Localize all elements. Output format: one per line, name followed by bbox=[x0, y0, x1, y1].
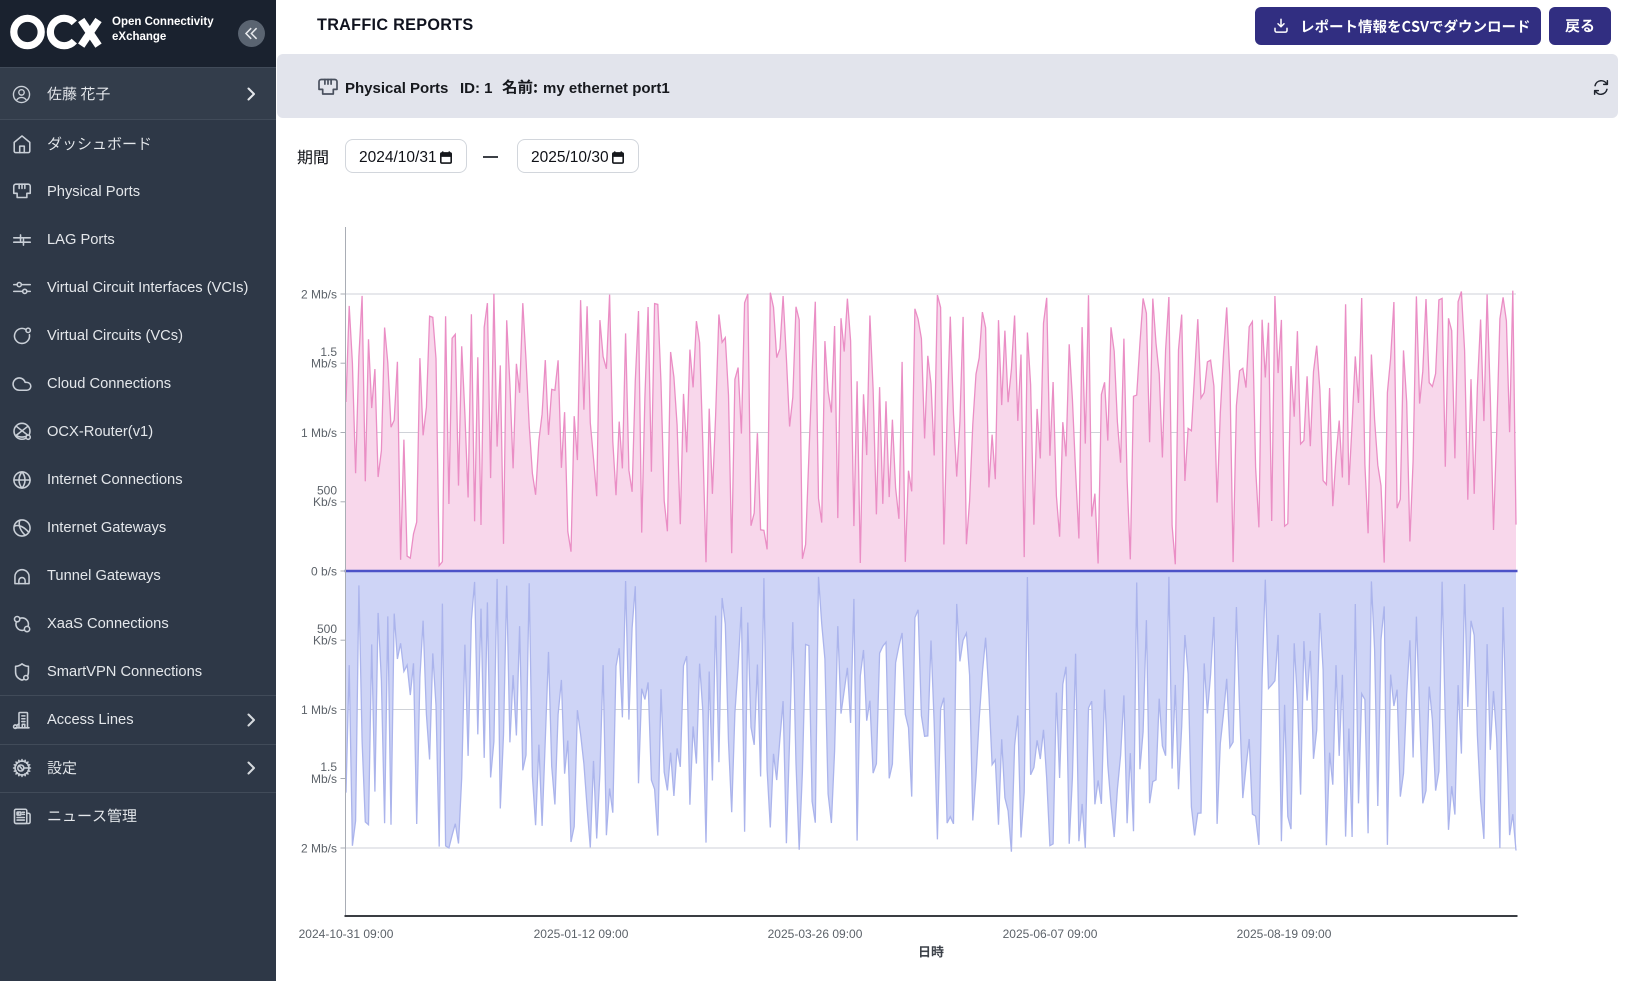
svg-text:Kb/s: Kb/s bbox=[313, 634, 337, 648]
svg-text:0 b/s: 0 b/s bbox=[311, 564, 337, 578]
svg-text:2 Mb/s: 2 Mb/s bbox=[301, 841, 337, 855]
svg-text:Mb/s: Mb/s bbox=[311, 772, 337, 786]
svg-text:Mb/s: Mb/s bbox=[311, 357, 337, 371]
svg-text:2 Mb/s: 2 Mb/s bbox=[301, 287, 337, 301]
svg-text:2025-06-07 09:00: 2025-06-07 09:00 bbox=[1003, 927, 1098, 941]
svg-text:500: 500 bbox=[317, 622, 337, 636]
svg-text:1 Mb/s: 1 Mb/s bbox=[301, 426, 337, 440]
svg-text:1.5: 1.5 bbox=[320, 345, 337, 359]
svg-text:500: 500 bbox=[317, 483, 337, 497]
svg-text:2025-01-12 09:00: 2025-01-12 09:00 bbox=[534, 927, 629, 941]
svg-text:1 Mb/s: 1 Mb/s bbox=[301, 703, 337, 717]
svg-text:1.5: 1.5 bbox=[320, 760, 337, 774]
svg-text:2025-08-19 09:00: 2025-08-19 09:00 bbox=[1237, 927, 1332, 941]
svg-text:Kb/s: Kb/s bbox=[313, 495, 337, 509]
svg-text:2025-03-26 09:00: 2025-03-26 09:00 bbox=[768, 927, 863, 941]
svg-text:2024-10-31 09:00: 2024-10-31 09:00 bbox=[299, 927, 394, 941]
